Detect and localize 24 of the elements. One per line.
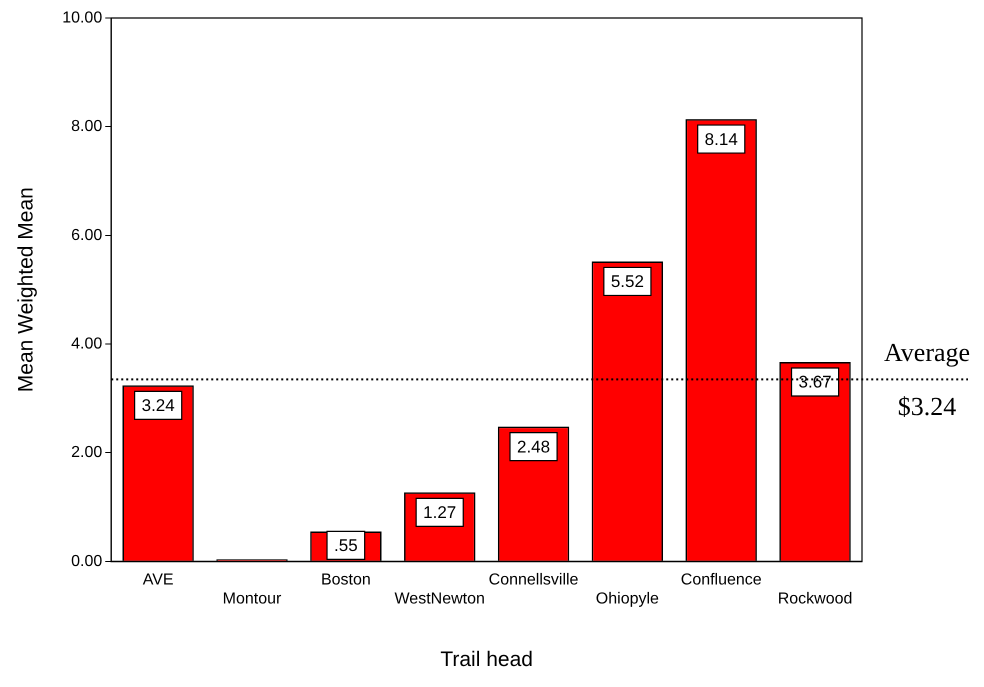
data-label: 5.52: [610, 272, 644, 292]
y-tick-label: 6.00: [71, 226, 102, 244]
x-tick-label: Connellsville: [488, 571, 579, 588]
y-tick-label: 10.00: [62, 9, 102, 26]
y-tick-label: 2.00: [71, 444, 102, 462]
y-tick-label: 4.00: [71, 335, 102, 352]
x-tick-label: Rockwood: [778, 590, 852, 608]
y-tick-label: 0.00: [71, 552, 102, 570]
x-axis-title: Trail head: [440, 648, 533, 672]
data-label: .55: [334, 536, 358, 556]
data-label: 2.48: [516, 437, 550, 456]
y-axis-title: Mean Weighted Mean: [14, 187, 38, 392]
ref-line-label: Average $3.24: [884, 338, 970, 422]
x-tick-label: Confluence: [680, 571, 762, 588]
data-label: 3.67: [798, 372, 832, 392]
x-tick-label: Ohiopyle: [596, 590, 660, 608]
data-label: 3.24: [142, 396, 175, 416]
x-tick-label: Boston: [320, 571, 371, 588]
y-tick-label: 8.00: [71, 118, 102, 136]
data-label: 1.27: [423, 503, 456, 522]
x-tick-label: WestNewton: [394, 590, 485, 608]
data-label: 8.14: [704, 130, 738, 149]
x-tick-label: Montour: [222, 590, 282, 608]
x-tick-label: AVE: [142, 571, 174, 588]
